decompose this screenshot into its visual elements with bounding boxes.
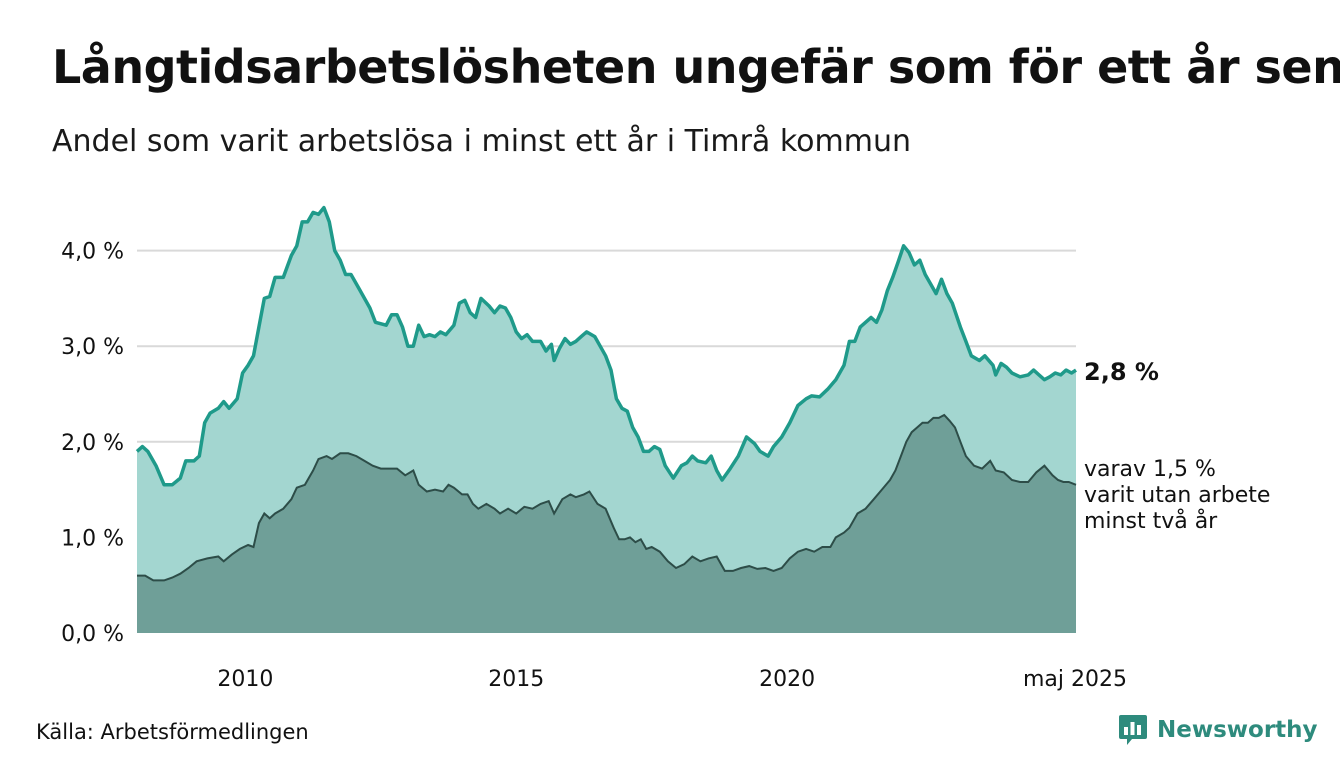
x-tick-label: 2010 — [217, 667, 273, 692]
x-axis: 2010 2015 2020 maj 2025 — [217, 667, 1127, 692]
y-tick-label: 0,0 % — [61, 622, 124, 647]
two-year-label-line3: minst två år — [1084, 508, 1218, 534]
y-axis: 0,0 % 1,0 % 2,0 % 3,0 % 4,0 % — [61, 240, 124, 647]
newsworthy-logo: Newsworthy — [1118, 712, 1318, 748]
brand-name: Newsworthy — [1157, 717, 1318, 743]
total-line — [135, 205, 1077, 487]
plot-area — [135, 205, 1077, 633]
two-year-area — [137, 415, 1076, 633]
x-tick-label: 2015 — [488, 667, 544, 692]
chart-subtitle: Andel som varit arbetslösa i minst ett å… — [52, 124, 911, 159]
x-tick-label: maj 2025 — [1023, 667, 1127, 692]
two-year-line — [137, 413, 1077, 582]
y-tick-label: 1,0 % — [61, 526, 124, 551]
x-tick-label: 2020 — [759, 667, 815, 692]
y-tick-label: 4,0 % — [61, 240, 124, 265]
chart-bubble-icon — [1119, 715, 1147, 745]
two-year-label-line1: varav 1,5 % — [1084, 457, 1216, 482]
two-year-label-line2: varit utan arbete — [1084, 483, 1270, 508]
latest-total-label: 2,8 % — [1084, 358, 1159, 386]
chart-title: Långtidsarbetslösheten ungefär som för e… — [52, 40, 1340, 94]
y-tick-label: 3,0 % — [61, 335, 124, 360]
source-note: Källa: Arbetsförmedlingen — [36, 720, 309, 744]
y-tick-label: 2,0 % — [61, 431, 124, 456]
